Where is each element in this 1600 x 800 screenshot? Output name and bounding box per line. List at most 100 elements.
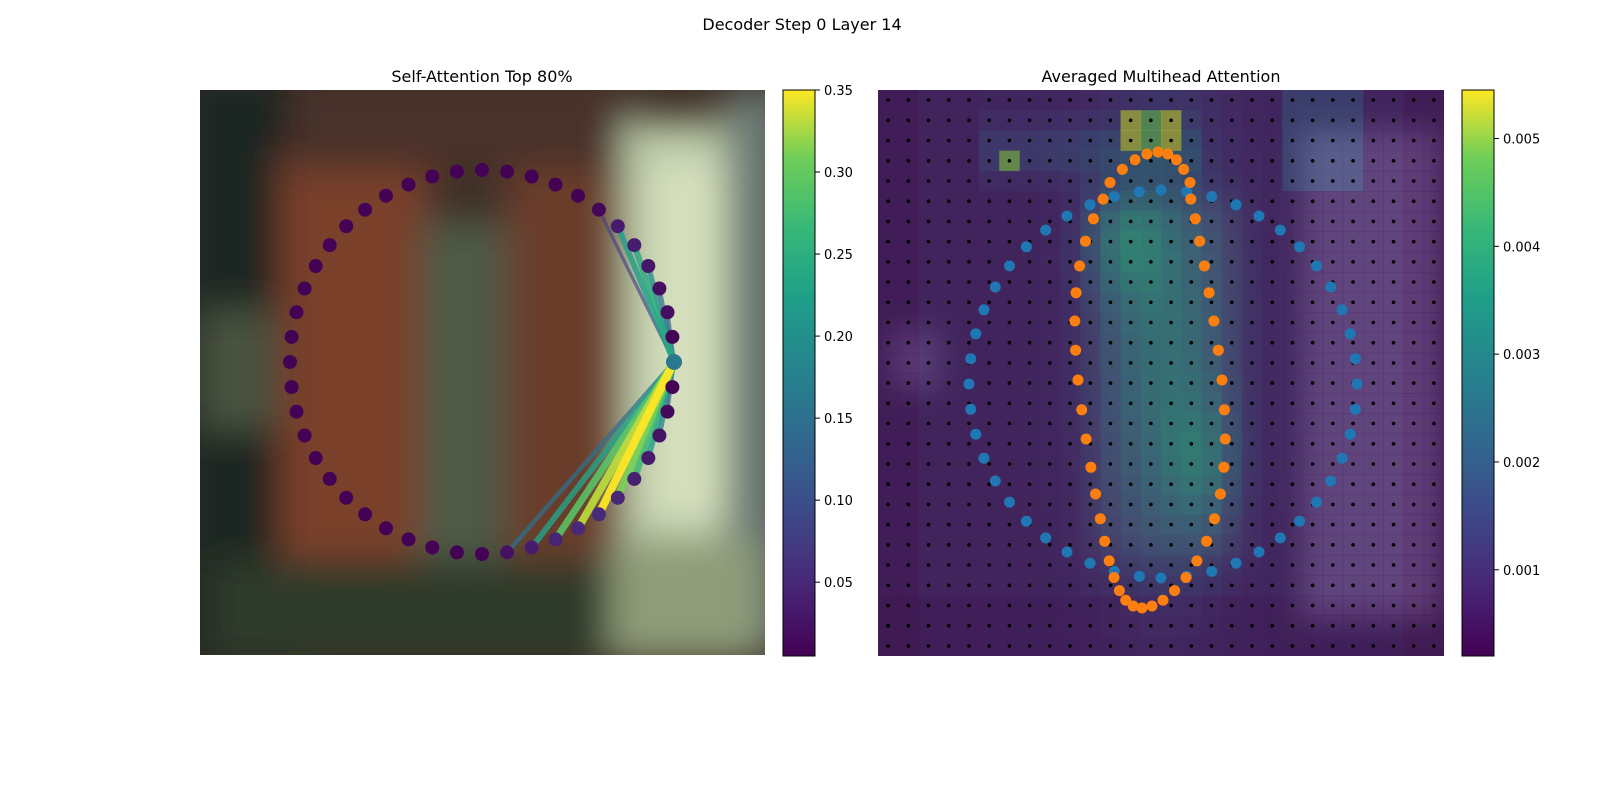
orange-point <box>1219 433 1231 445</box>
grid-dot <box>1432 644 1436 648</box>
grid-dot <box>906 159 911 163</box>
grid-dot <box>1169 300 1173 305</box>
grid-dot <box>1270 502 1274 507</box>
grid-dot <box>1027 603 1032 608</box>
grid-dot <box>1310 583 1315 588</box>
grid-dot <box>926 401 931 406</box>
grid-dot <box>987 118 991 123</box>
grid-dot <box>906 563 911 567</box>
orange-point <box>1076 404 1088 416</box>
grid-dot <box>906 401 911 406</box>
orange-point <box>1120 594 1132 606</box>
grid-dot <box>1391 623 1396 628</box>
grid-dot <box>926 623 931 628</box>
orange-point <box>1141 148 1153 160</box>
blue-contour-series <box>963 184 1363 584</box>
grid-dot <box>1048 138 1052 143</box>
grid-dot <box>1391 543 1396 547</box>
grid-dot <box>987 502 991 507</box>
grid-dot <box>987 219 991 224</box>
grid-dot <box>1128 219 1133 224</box>
heatmap-cells <box>878 90 1444 656</box>
grid-dot <box>1391 320 1396 325</box>
grid-dot <box>1411 482 1416 487</box>
grid-dot <box>926 603 931 608</box>
grid-dot <box>967 138 971 143</box>
grid-dot <box>1230 219 1234 224</box>
colorbar-tick-label: 0.05 <box>824 576 853 591</box>
grid-dot <box>1068 239 1072 244</box>
grid-dot <box>1391 462 1396 466</box>
grid-dot <box>1411 623 1416 628</box>
grid-dot <box>926 118 931 123</box>
grid-dot <box>1411 320 1416 325</box>
contour-node <box>401 532 416 547</box>
grid-dot <box>886 502 890 507</box>
grid-dot <box>1209 138 1214 143</box>
blue-point <box>963 378 975 390</box>
grid-dot <box>1169 462 1173 466</box>
grid-dot <box>967 623 971 628</box>
orange-point <box>1185 193 1197 205</box>
grid-dot <box>1371 199 1376 203</box>
grid-dot <box>1432 340 1436 345</box>
grid-dot <box>1331 340 1335 345</box>
grid-dot <box>1250 199 1254 203</box>
contour-node <box>322 471 337 486</box>
grid-dot <box>1169 603 1173 608</box>
grid-dot <box>1027 381 1032 385</box>
grid-dot <box>886 442 890 446</box>
grid-dot <box>1048 421 1052 426</box>
grid-dot <box>967 199 971 203</box>
grid-dot <box>1270 543 1274 547</box>
orange-point <box>1090 488 1102 500</box>
grid-dot <box>1411 118 1416 123</box>
grid-dot <box>1432 320 1436 325</box>
grid-dot <box>886 381 890 385</box>
colorbar-tick-label: 0.002 <box>1503 456 1540 471</box>
contour-node <box>475 547 489 561</box>
grid-dot <box>1128 381 1133 385</box>
grid-dot <box>1189 159 1194 163</box>
grid-dot <box>1432 502 1436 507</box>
grid-dot <box>947 199 951 203</box>
grid-dot <box>1128 623 1133 628</box>
right-panel: Averaged Multihead Attention <box>878 67 1444 656</box>
grid-dot <box>947 340 951 345</box>
grid-dot <box>987 361 991 365</box>
grid-dot <box>1209 603 1214 608</box>
blue-point <box>1133 570 1145 582</box>
grid-dot <box>1290 482 1295 487</box>
grid-dot <box>1371 159 1376 163</box>
grid-dot <box>987 199 991 203</box>
grid-dot <box>1351 199 1355 203</box>
grid-dot <box>1391 179 1396 183</box>
grid-dot <box>1290 502 1295 507</box>
grid-dot <box>926 583 931 588</box>
grid-dot <box>1007 300 1012 305</box>
grid-dot <box>1027 644 1032 648</box>
grid-dot <box>1310 522 1315 527</box>
grid-dot <box>1290 260 1295 264</box>
grid-dot <box>1088 623 1093 628</box>
grid-dot <box>1169 361 1173 365</box>
grid-dot <box>1351 138 1355 143</box>
grid-dot <box>1048 179 1052 183</box>
grid-dot <box>1189 563 1194 567</box>
grid-dot <box>1007 563 1012 567</box>
grid-dot <box>1270 381 1274 385</box>
blue-point <box>965 403 977 415</box>
grid-dot <box>1371 98 1376 102</box>
grid-dot <box>1411 159 1416 163</box>
grid-dot <box>1048 199 1052 203</box>
grid-dot <box>1310 159 1315 163</box>
grid-dot <box>1189 644 1194 648</box>
grid-dot <box>926 159 931 163</box>
grid-dot <box>1331 260 1335 264</box>
grid-dot <box>1250 421 1254 426</box>
grid-dot <box>1371 603 1376 608</box>
grid-dot <box>1169 179 1173 183</box>
grid-dot <box>1189 442 1194 446</box>
grid-dot <box>1270 138 1274 143</box>
grid-dot <box>1108 442 1113 446</box>
